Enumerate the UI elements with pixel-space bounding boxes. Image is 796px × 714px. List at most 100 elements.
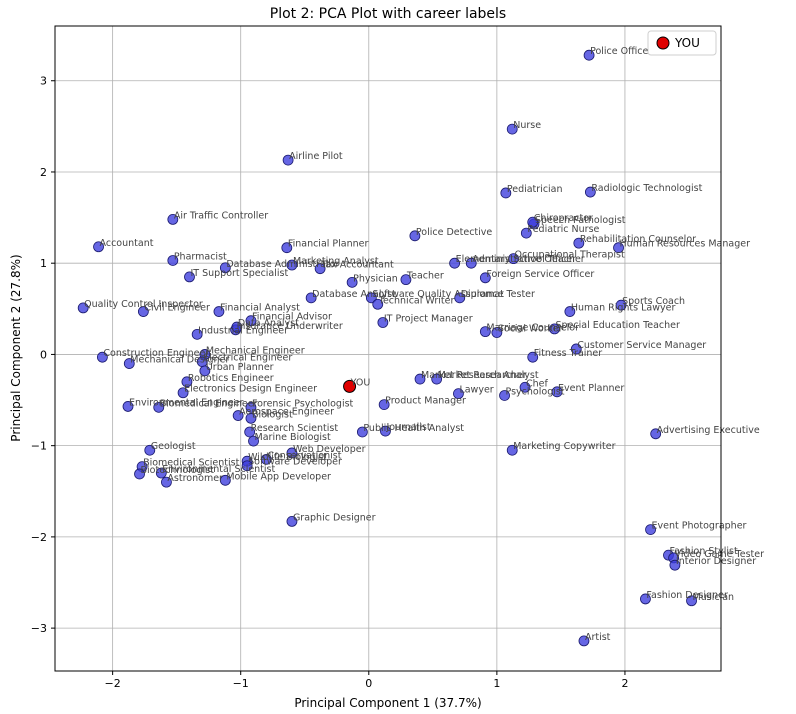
data-point — [245, 401, 257, 413]
data-point-label: Interior Designer — [676, 556, 756, 567]
data-point — [520, 227, 532, 239]
data-point — [578, 635, 590, 647]
data-point — [346, 276, 358, 288]
data-point — [245, 412, 257, 424]
data-point — [640, 593, 651, 605]
data-point-label: Fashion Designer — [646, 590, 728, 601]
data-point — [645, 524, 656, 535]
data-point-label: Product Manager — [385, 396, 466, 407]
data-point — [155, 467, 167, 479]
y-tick-label: 1 — [40, 257, 47, 270]
data-point-label: Financial Analyst — [220, 303, 300, 314]
y-tick-label: 3 — [40, 75, 47, 88]
data-point-label: Social Worker — [498, 324, 563, 335]
data-point-label: Market Research Analyst — [421, 370, 539, 381]
data-point — [144, 444, 156, 456]
data-point-label: Quality Control Inspector — [84, 299, 203, 310]
data-point-label: Graphic Designer — [293, 512, 376, 523]
you-marker-group: YOU — [343, 377, 371, 393]
data-point — [479, 272, 491, 284]
data-point-label: Diplomat — [461, 289, 505, 300]
data-point — [372, 298, 384, 310]
data-point-label: Mechanical Engineer — [206, 345, 305, 356]
data-point — [378, 399, 390, 411]
plot-frame — [54, 25, 722, 672]
data-point — [508, 253, 519, 265]
data-point-label: Financial Planner — [288, 239, 369, 250]
data-point — [305, 292, 317, 304]
data-point — [615, 299, 627, 311]
data-point — [245, 315, 257, 327]
data-point — [181, 376, 193, 388]
data-point — [177, 387, 189, 399]
data-point-label: Wildlife Biologist — [248, 452, 327, 463]
data-point-label: Electrical Engineer — [203, 353, 292, 364]
data-point-label: Airline Pilot — [289, 151, 343, 162]
legend-label-you: YOU — [674, 36, 700, 50]
data-point — [232, 410, 244, 421]
data-point — [122, 401, 134, 412]
data-point-label: Foreign Service Officer — [486, 269, 594, 280]
y-tick-label: −3 — [31, 622, 47, 635]
data-point-label: Construction Engineer — [103, 348, 209, 359]
axis-ticks: −2 −1 0 1 2 −3 −2 −1 0 1 2 3 — [31, 75, 629, 690]
data-point — [449, 257, 461, 269]
data-point — [519, 381, 531, 393]
data-point-label: Human Rights Lawyer — [571, 303, 676, 314]
data-point — [77, 302, 89, 314]
legend: YOU — [647, 30, 717, 56]
y-axis-title: Principal Component 2 (27.8%) — [9, 254, 23, 441]
data-point-label: Marketing Analyst — [293, 256, 379, 267]
data-point — [281, 242, 293, 254]
data-point — [161, 476, 172, 488]
data-point-label: Police Officer — [590, 46, 652, 57]
data-point-label: Pediatric Nurse — [527, 224, 599, 235]
data-point — [219, 474, 231, 486]
point-labels: Police Officer Nurse Airline Pilot Pediatri… — [84, 46, 764, 643]
data-point — [286, 447, 298, 459]
data-point — [356, 426, 368, 438]
data-point-label: Event Planner — [558, 383, 624, 394]
data-point-label: Pediatrician — [507, 184, 563, 195]
data-point-label: Industrial Engineer — [198, 325, 288, 336]
data-point-label: Teacher — [406, 271, 444, 282]
data-point-label: Occupational Therapist — [515, 250, 625, 261]
data-point-label: Event Photographer — [652, 521, 747, 532]
data-point — [286, 515, 298, 527]
data-point — [669, 559, 681, 571]
data-point-label: Biologist — [252, 409, 293, 420]
you-point-label: YOU — [350, 377, 371, 388]
data-point — [123, 358, 135, 369]
data-point-label: Chef — [526, 378, 548, 389]
data-point-label: IT Support Specialist — [190, 268, 288, 279]
data-point-label: Rehabilitation Counselor — [580, 234, 696, 245]
legend-marker-you — [656, 36, 670, 50]
data-point — [409, 230, 421, 242]
data-point-label: Biomedical Scientist — [143, 458, 240, 469]
data-point-label: Physician — [353, 273, 398, 284]
you-point — [343, 379, 357, 393]
y-tick-label: 0 — [40, 348, 47, 361]
data-point-label: Musician — [693, 592, 735, 603]
data-point-label: Administrative Officer — [472, 254, 576, 265]
data-point-label: Database Analyst — [312, 289, 396, 300]
y-tick-label: −2 — [31, 531, 47, 544]
scatter-points — [77, 49, 697, 647]
data-point — [153, 401, 165, 413]
data-point — [241, 460, 253, 472]
data-point — [479, 326, 491, 338]
data-point — [93, 241, 104, 253]
data-point-label: Public Health Analyst — [363, 423, 464, 434]
data-point — [184, 271, 195, 283]
data-point-label: Web Developer — [293, 444, 366, 455]
data-point — [282, 154, 294, 166]
data-point-label: Market Researcher — [438, 370, 527, 381]
data-point — [314, 263, 326, 275]
data-point — [573, 237, 585, 249]
data-point — [570, 343, 582, 355]
data-point-label: Aerospace Engineer — [239, 407, 334, 418]
data-point — [506, 444, 518, 456]
data-point — [244, 426, 256, 438]
data-point-label: Astronomer — [167, 473, 223, 484]
